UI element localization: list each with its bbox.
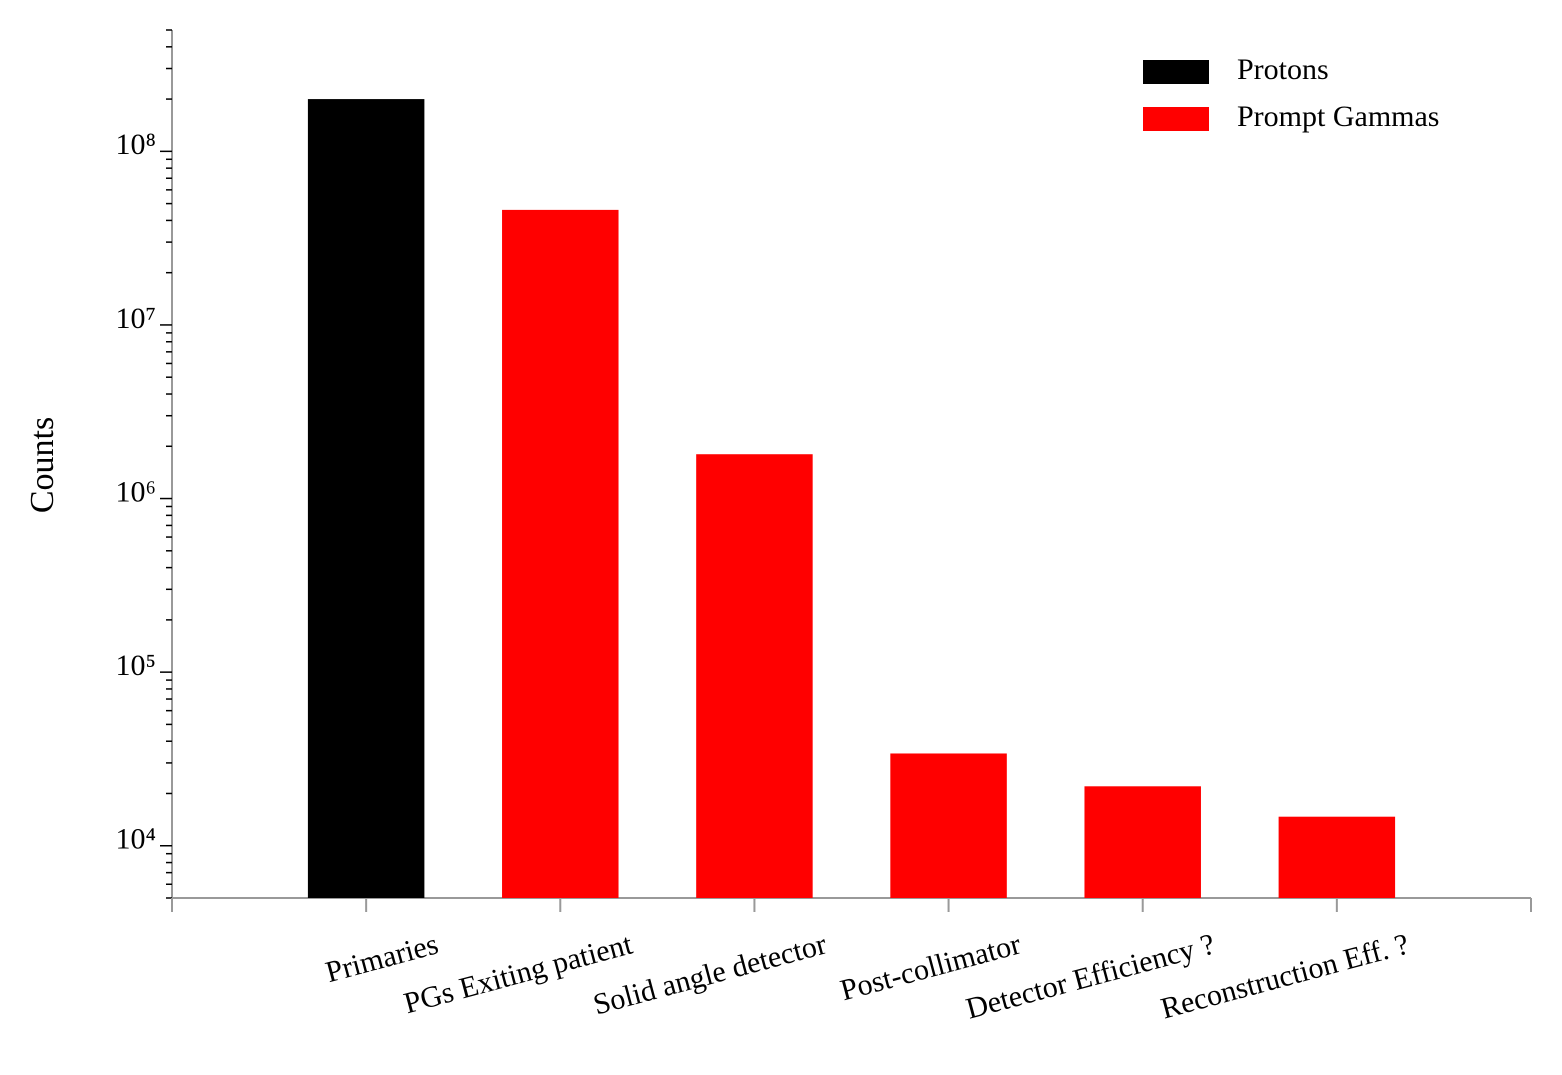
bar bbox=[696, 454, 813, 898]
y-tick-label: 10⁶ bbox=[116, 475, 156, 508]
legend-label: Prompt Gammas bbox=[1237, 100, 1440, 133]
y-tick-label: 10⁷ bbox=[116, 302, 156, 335]
bar bbox=[307, 99, 425, 898]
bar bbox=[502, 209, 619, 899]
legend-swatch bbox=[1143, 107, 1209, 131]
y-tick-label: 10⁵ bbox=[116, 649, 156, 682]
y-axis-label: Counts bbox=[24, 417, 61, 513]
y-tick-label: 10⁴ bbox=[116, 823, 156, 856]
legend-label: Protons bbox=[1237, 53, 1329, 86]
bar bbox=[1278, 816, 1396, 898]
y-tick-label: 10⁸ bbox=[116, 128, 156, 161]
bar bbox=[890, 753, 1007, 898]
legend-swatch bbox=[1143, 60, 1209, 84]
x-tick-label: Primaries bbox=[322, 928, 442, 990]
bar bbox=[1084, 786, 1201, 898]
